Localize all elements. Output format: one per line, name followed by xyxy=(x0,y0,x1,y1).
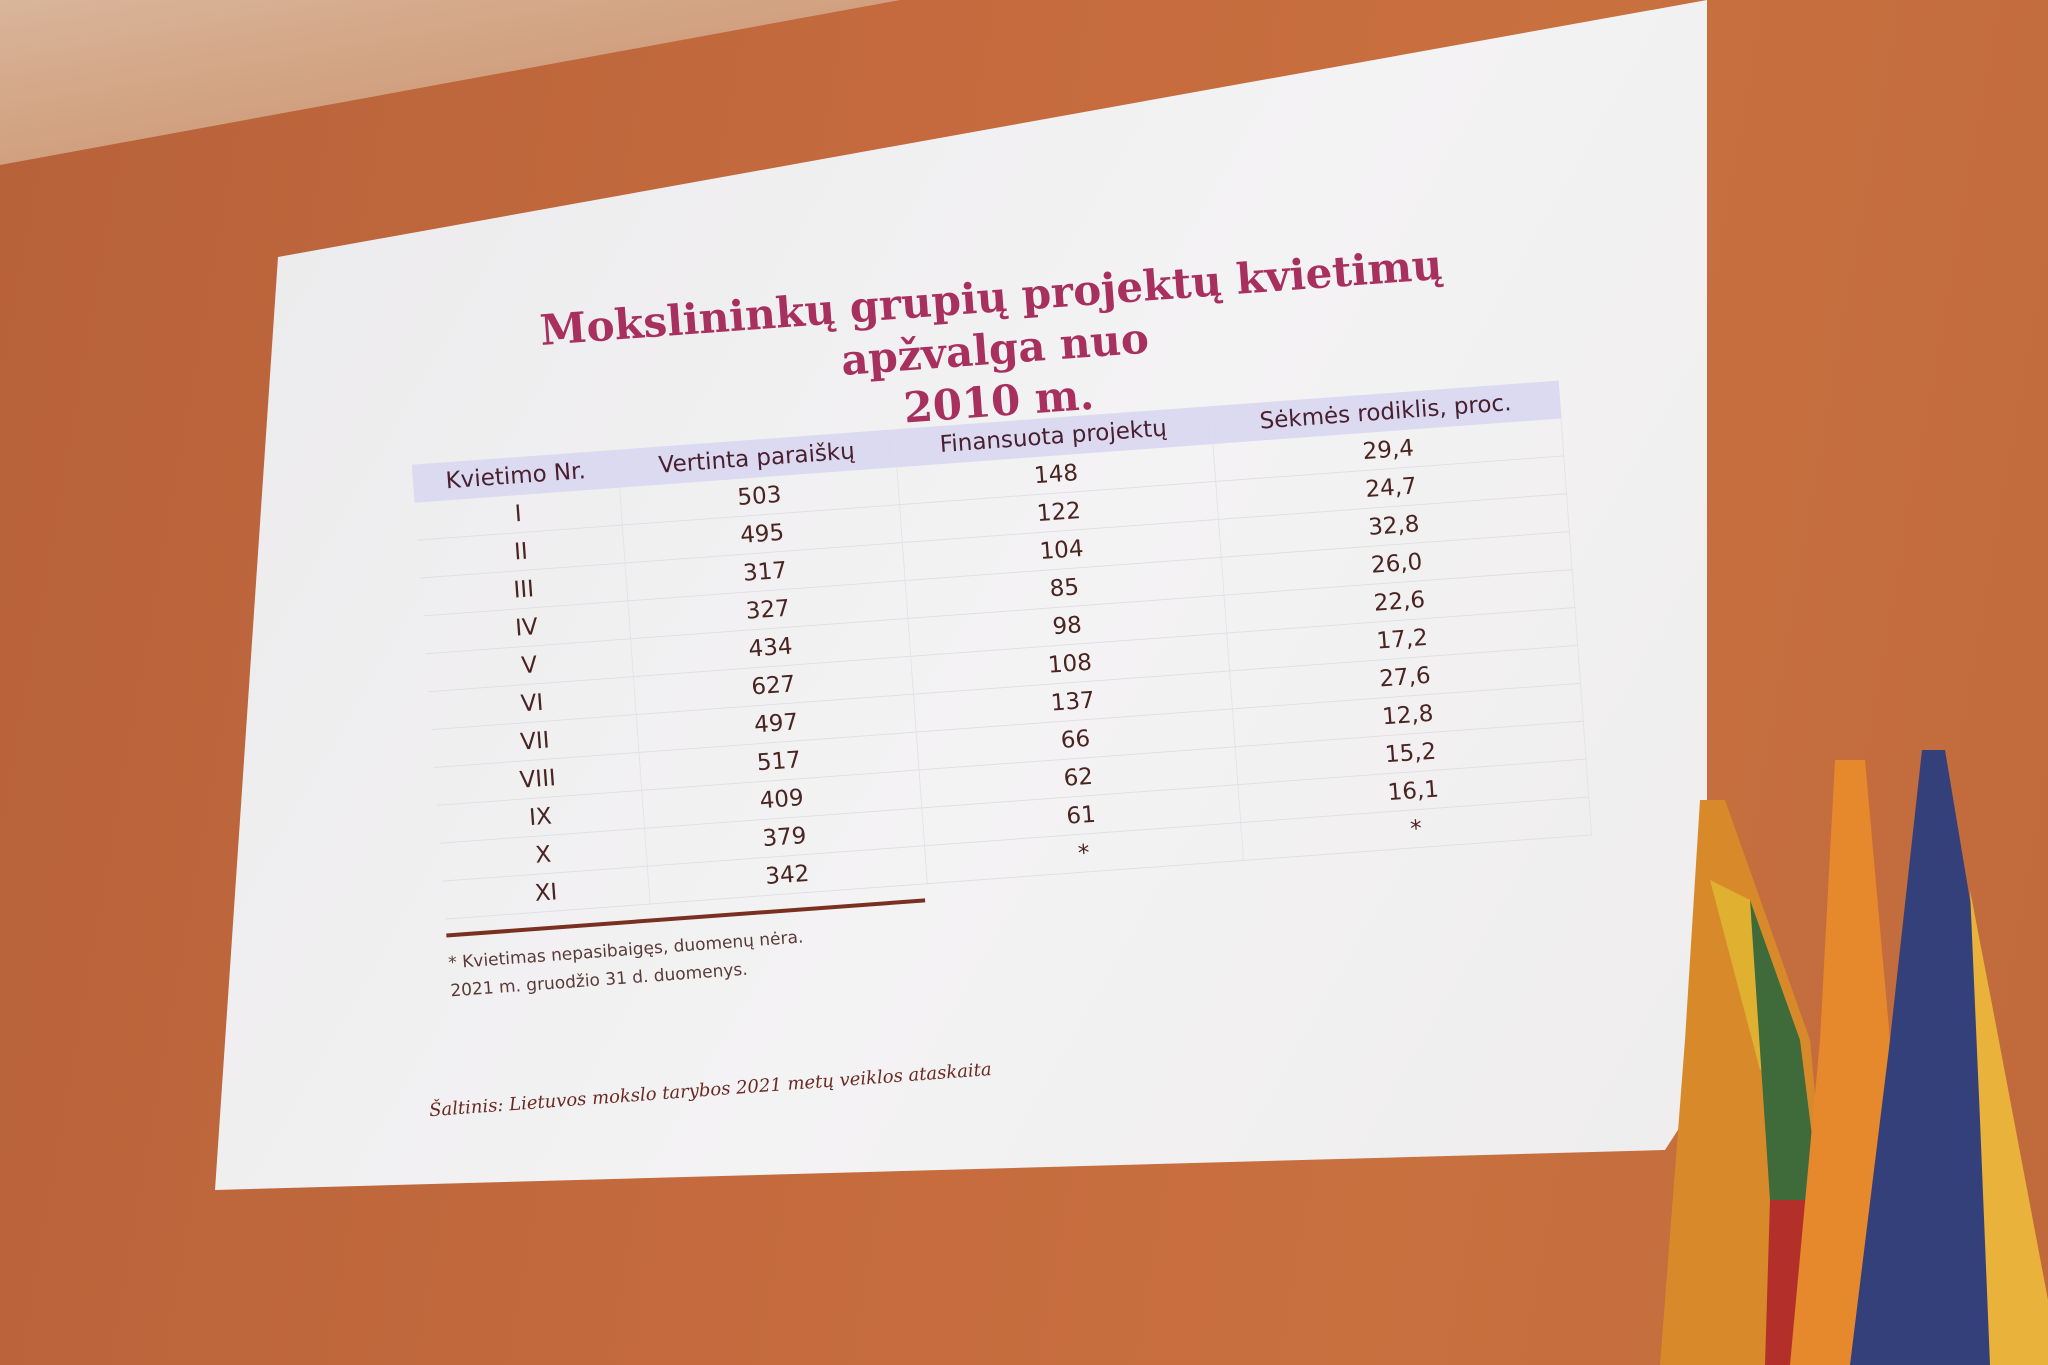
footnote: * Kvietimas nepasibaigęs, duomenų nėra. xyxy=(447,927,804,974)
source-note: Šaltinis: Lietuvos mokslo tarybos 2021 m… xyxy=(428,1058,993,1122)
slide: Mokslininkų grupių projektų kvietimų apž… xyxy=(330,79,1640,1167)
data-table: Kvietimo Nr. Vertinta paraiškų Finansuot… xyxy=(411,380,1592,920)
ukrainian-flag xyxy=(1850,750,2048,1365)
orange-flag xyxy=(1790,760,1890,1365)
flags xyxy=(1660,750,2048,1365)
